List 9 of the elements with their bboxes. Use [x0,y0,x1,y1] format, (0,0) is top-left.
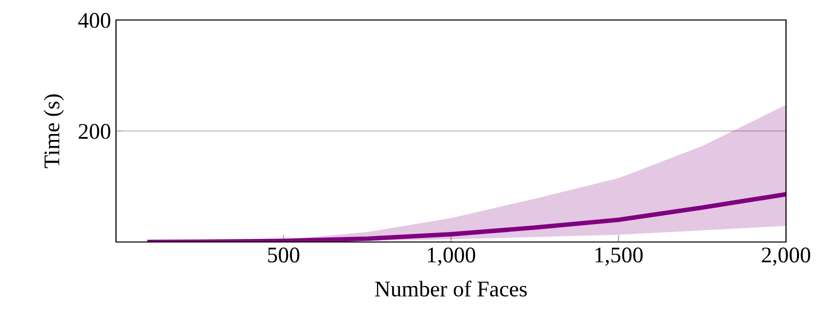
x-axis-title: Number of Faces [375,280,527,297]
line-series [147,192,786,242]
x-tick-label: 1,000 [428,248,476,266]
y-axis-title: Time (s) [44,94,64,168]
y-tick-label: 200 [78,124,110,139]
x-tick-label: 2,000 [762,248,810,266]
x-tick-label: 1,500 [595,248,643,266]
y-tick-label: 400 [78,12,110,28]
x-tick-label: 500 [268,248,300,262]
